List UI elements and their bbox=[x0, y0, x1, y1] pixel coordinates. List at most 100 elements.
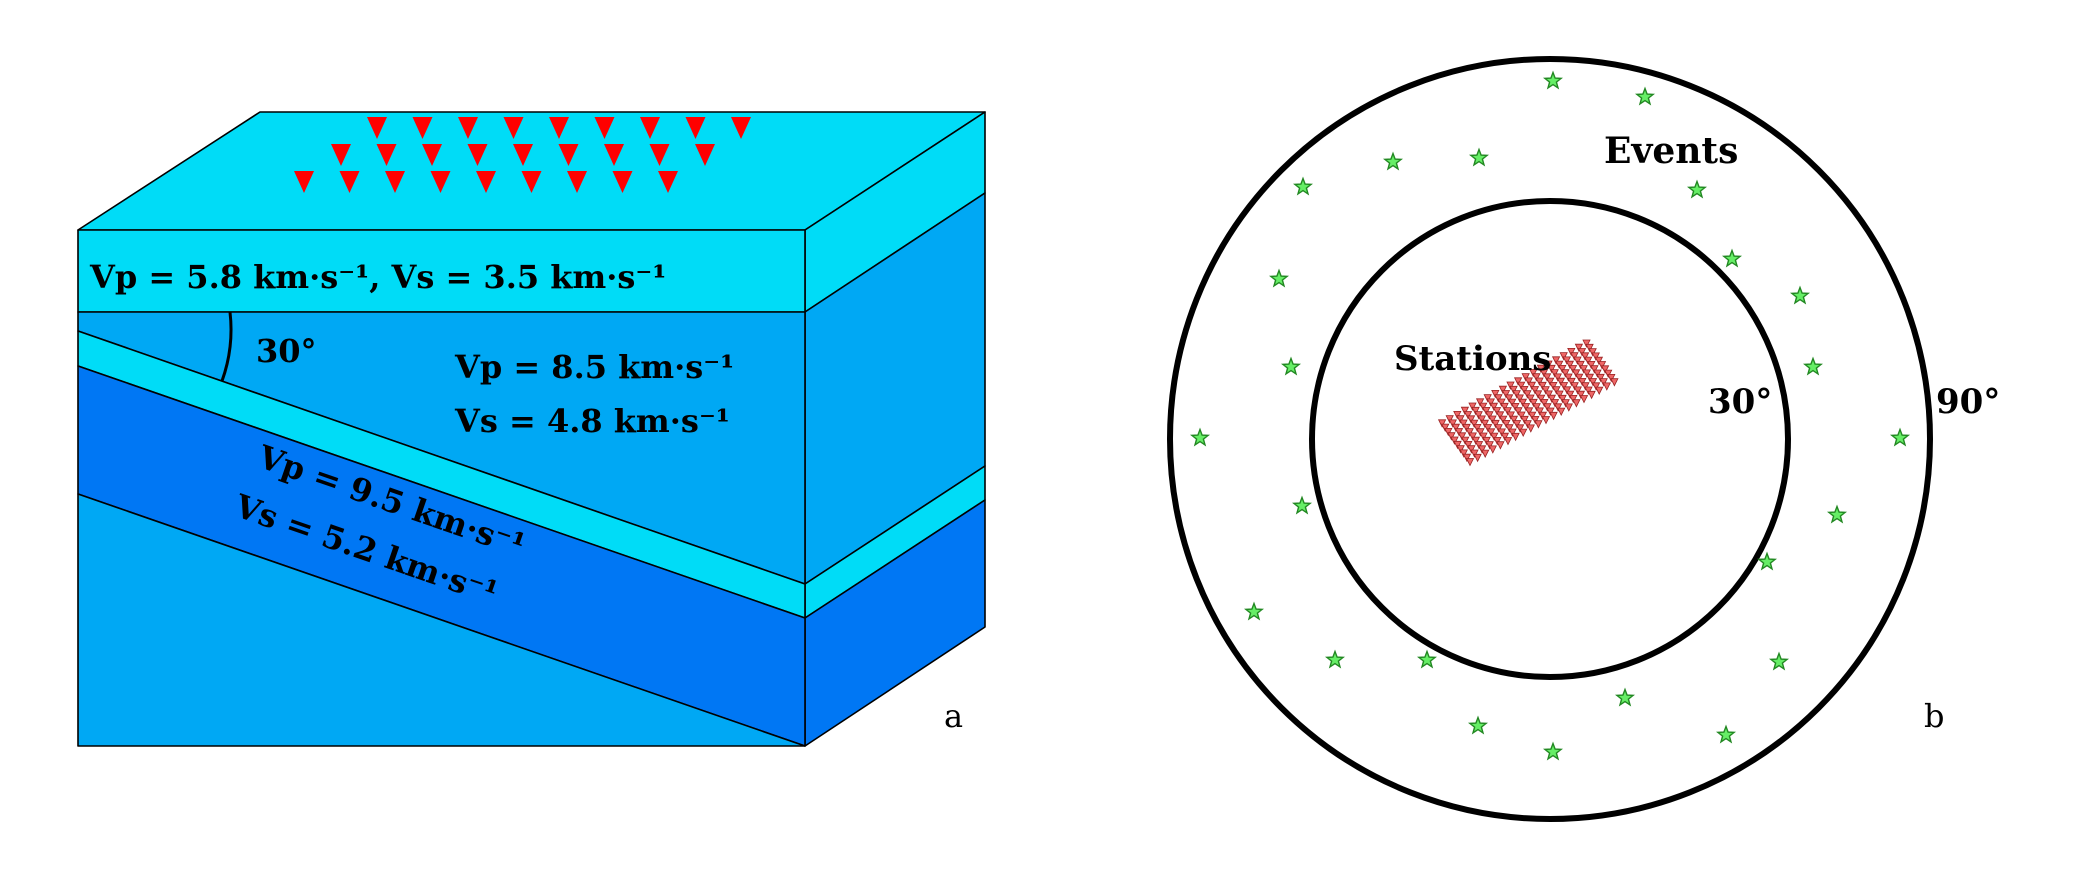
station-marker bbox=[1573, 386, 1582, 395]
station-marker bbox=[1470, 449, 1479, 458]
station-marker bbox=[1576, 390, 1586, 400]
station-marker bbox=[1544, 390, 1553, 399]
station-marker bbox=[1573, 356, 1582, 365]
panel-a-letter: a bbox=[944, 697, 963, 735]
event-stars bbox=[1189, 70, 1911, 761]
station-marker bbox=[1482, 406, 1491, 416]
station-marker bbox=[1526, 424, 1535, 433]
station-marker bbox=[1508, 398, 1517, 407]
station-marker bbox=[1553, 373, 1562, 382]
station-marker bbox=[1447, 432, 1456, 441]
stations-label: Stations bbox=[1394, 339, 1551, 379]
station-marker bbox=[1544, 360, 1553, 369]
station-marker bbox=[1541, 416, 1551, 425]
station-marker bbox=[1465, 428, 1474, 437]
station-marker bbox=[1541, 386, 1550, 395]
station-marker bbox=[1570, 352, 1579, 361]
event-star-icon bbox=[1634, 86, 1656, 106]
surface-station-marker bbox=[640, 117, 660, 139]
station-marker bbox=[1459, 449, 1468, 458]
surface-station-marker bbox=[649, 144, 670, 166]
surface-station-marker bbox=[685, 117, 706, 139]
mantle-vs-label: Vs = 4.8 km·s⁻¹ bbox=[454, 402, 730, 440]
station-marker bbox=[1531, 415, 1540, 425]
surface-station-marker bbox=[549, 117, 569, 139]
station-marker bbox=[1570, 382, 1579, 391]
surface-station-marker bbox=[467, 144, 488, 166]
event-star-icon bbox=[1382, 151, 1404, 171]
surface-station-marker bbox=[331, 144, 351, 166]
station-marker bbox=[1512, 390, 1521, 399]
event-star-icon bbox=[1614, 687, 1636, 707]
station-marker bbox=[1575, 373, 1584, 382]
station-marker bbox=[1574, 343, 1584, 353]
event-star-icon bbox=[1889, 427, 1911, 447]
station-marker bbox=[1530, 386, 1540, 395]
panel-a-block-model: Vp = 5.8 km·s⁻¹, Vs = 3.5 km·s⁻¹ 30° Vp … bbox=[77, 111, 986, 747]
station-marker bbox=[1579, 395, 1589, 404]
station-marker bbox=[1517, 411, 1526, 420]
station-marker bbox=[1506, 411, 1515, 420]
surface-station-marker bbox=[558, 144, 579, 166]
station-marker bbox=[1555, 360, 1564, 369]
surface-stations bbox=[294, 117, 751, 193]
station-marker bbox=[1558, 394, 1567, 404]
station-marker bbox=[1502, 419, 1511, 429]
event-star-icon bbox=[1542, 70, 1564, 90]
station-marker bbox=[1498, 385, 1508, 395]
station-marker bbox=[1561, 369, 1570, 378]
station-marker bbox=[1480, 419, 1490, 429]
station-marker bbox=[1569, 394, 1578, 404]
station-marker bbox=[1476, 428, 1485, 437]
station-marker bbox=[1529, 368, 1538, 378]
station-marker bbox=[1462, 453, 1472, 463]
station-marker bbox=[1585, 343, 1594, 353]
station-marker bbox=[1470, 419, 1479, 428]
station-marker bbox=[1571, 369, 1581, 378]
station-marker bbox=[1596, 373, 1605, 383]
surface-station-marker bbox=[521, 171, 542, 193]
station-marker bbox=[1468, 402, 1477, 411]
station-marker bbox=[1539, 369, 1549, 378]
station-marker bbox=[1495, 411, 1505, 420]
event-star-icon bbox=[1189, 427, 1211, 447]
station-marker bbox=[1524, 377, 1533, 386]
surface-station-marker bbox=[367, 117, 387, 139]
event-star-icon bbox=[1802, 356, 1824, 376]
station-marker bbox=[1508, 428, 1517, 437]
station-marker bbox=[1509, 385, 1518, 395]
station-marker bbox=[1485, 441, 1494, 450]
station-marker bbox=[1461, 436, 1470, 445]
event-star-icon bbox=[1789, 285, 1811, 305]
station-marker bbox=[1511, 402, 1520, 412]
station-marker bbox=[1527, 381, 1537, 391]
station-marker bbox=[1477, 415, 1486, 424]
station-marker bbox=[1602, 382, 1611, 391]
station-marker bbox=[1593, 369, 1602, 378]
station-marker bbox=[1535, 377, 1544, 386]
station-marker bbox=[1492, 407, 1502, 416]
station-marker bbox=[1523, 420, 1532, 429]
station-marker bbox=[1500, 432, 1510, 442]
station-marker bbox=[1500, 402, 1509, 412]
station-marker bbox=[1597, 361, 1607, 370]
station-marker bbox=[1513, 377, 1523, 386]
station-marker bbox=[1588, 378, 1598, 387]
station-marker bbox=[1459, 419, 1468, 428]
outer-ring-label: 90° bbox=[1936, 382, 2000, 422]
station-marker bbox=[1512, 420, 1522, 429]
station-marker bbox=[1546, 407, 1555, 416]
station-marker bbox=[1473, 453, 1482, 463]
surface-station-marker bbox=[612, 171, 633, 193]
station-marker bbox=[1564, 403, 1573, 412]
station-marker bbox=[1504, 394, 1514, 403]
station-marker bbox=[1587, 390, 1596, 400]
station-marker bbox=[1591, 352, 1600, 361]
station-marker bbox=[1546, 377, 1555, 386]
station-marker bbox=[1468, 432, 1477, 441]
station-marker bbox=[1528, 411, 1537, 420]
event-star-icon bbox=[1542, 741, 1564, 761]
dip-angle-arc bbox=[220, 311, 233, 382]
event-star-icon bbox=[1243, 601, 1265, 621]
station-marker bbox=[1526, 394, 1535, 403]
